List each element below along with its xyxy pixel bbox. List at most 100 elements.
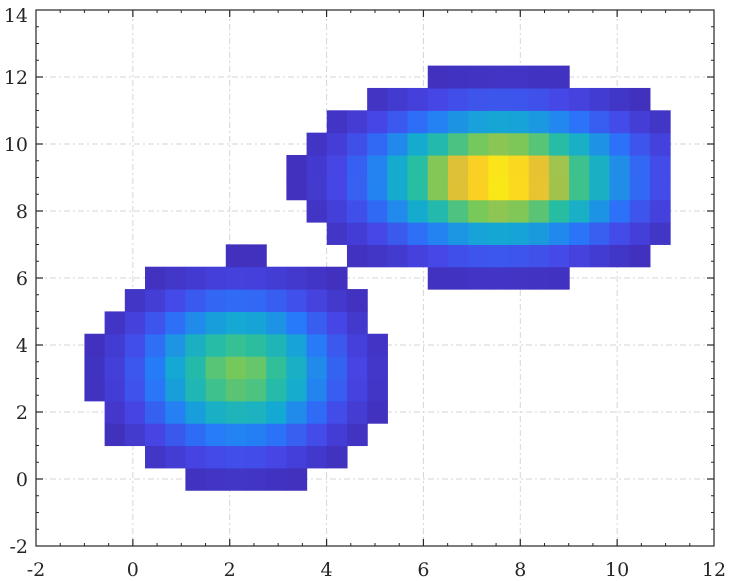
heatmap-cell	[286, 467, 308, 491]
heatmap-cell	[245, 244, 267, 268]
heatmap-cell	[225, 289, 247, 312]
heatmap-cell	[468, 87, 489, 111]
heatmap-cell	[427, 177, 449, 201]
heatmap-cell	[468, 222, 489, 245]
heatmap-cell	[427, 266, 449, 290]
heatmap-cell	[589, 177, 611, 201]
heatmap-cell	[346, 199, 368, 223]
heatmap-cell	[145, 423, 166, 447]
x-tick-label: 8	[514, 559, 526, 581]
y-tick-label: 2	[16, 402, 28, 424]
heatmap-cell	[548, 154, 570, 178]
heatmap-cell	[104, 423, 126, 447]
heatmap-cell	[124, 289, 146, 312]
heatmap-cell	[165, 289, 186, 312]
y-tick-label: 14	[4, 5, 28, 27]
heatmap-cell	[165, 423, 186, 447]
heatmap-cell	[367, 199, 388, 223]
heatmap-cell	[589, 132, 611, 156]
heatmap-cell	[629, 177, 651, 201]
heatmap-cell	[245, 356, 267, 380]
heatmap-cell	[286, 333, 308, 357]
heatmap-cell	[326, 199, 348, 223]
heatmap-cell	[326, 222, 348, 245]
heatmap-cell	[528, 177, 550, 201]
heatmap-cell	[589, 87, 611, 111]
heatmap-cell	[306, 289, 328, 312]
heatmap-cell	[387, 199, 409, 223]
heatmap-cell	[145, 400, 166, 424]
heatmap-cell	[185, 467, 207, 491]
heatmap-cell	[266, 378, 287, 402]
heatmap-cell	[488, 110, 510, 134]
heatmap-cell	[266, 445, 287, 469]
heatmap-cell	[185, 400, 207, 424]
heatmap-cell	[185, 356, 207, 380]
heatmap-cell	[286, 266, 308, 290]
heatmap-cell	[185, 289, 207, 312]
heatmap-cell	[145, 356, 166, 380]
heatmap-cell	[286, 177, 308, 201]
heatmap-cell	[205, 445, 227, 469]
heatmap-cell	[528, 199, 550, 223]
heatmap-cell	[468, 266, 489, 290]
heatmap-cell	[306, 311, 328, 335]
heatmap-cell	[387, 154, 409, 178]
heatmap-cell	[346, 333, 368, 357]
x-tick-label: 2	[224, 559, 236, 581]
heatmap-cell	[326, 110, 348, 134]
heatmap-cell	[346, 222, 368, 245]
heatmap-cell	[205, 333, 227, 357]
heatmap-cell	[528, 154, 550, 178]
heatmap-cell	[407, 87, 429, 111]
heatmap-cell	[286, 423, 308, 447]
heatmap-cell	[306, 445, 328, 469]
heatmap-cell	[145, 378, 166, 402]
heatmap-cell	[205, 266, 227, 290]
heatmap-cell	[367, 110, 388, 134]
heatmap-cell	[609, 222, 631, 245]
heatmap-cell	[488, 87, 510, 111]
heatmap-cell	[225, 445, 247, 469]
heatmap-cell	[367, 356, 388, 380]
heatmap-cell	[548, 177, 570, 201]
heatmap-cell	[468, 244, 489, 268]
heatmap-cell	[225, 311, 247, 335]
heatmap-cell	[245, 423, 267, 447]
heatmap-cell	[165, 333, 186, 357]
x-tick-label: 12	[702, 559, 726, 581]
heatmap-cell	[387, 244, 409, 268]
heatmap-cell	[447, 132, 469, 156]
heatmap-cell	[407, 110, 429, 134]
heatmap-cell	[447, 154, 469, 178]
heatmap-cell	[629, 110, 651, 134]
heatmap-cell	[145, 333, 166, 357]
y-tick-label: 10	[4, 134, 28, 156]
heatmap-cell	[306, 356, 328, 380]
heatmap-cell	[548, 244, 570, 268]
heatmap-cell	[649, 132, 671, 156]
heatmap-cell	[488, 132, 510, 156]
heatmap-cell	[367, 244, 388, 268]
heatmap-cell	[508, 87, 530, 111]
heatmap-cell	[548, 199, 570, 223]
heatmap-cell	[508, 110, 530, 134]
heatmap-cell	[427, 132, 449, 156]
heatmap-cell	[286, 445, 308, 469]
y-tick-label: -2	[9, 536, 28, 558]
heatmap-cell	[286, 356, 308, 380]
heatmap-cell	[508, 199, 530, 223]
heatmap-cell	[589, 244, 611, 268]
heatmap-cell	[447, 244, 469, 268]
heatmap-cell	[225, 378, 247, 402]
heatmap-cell	[145, 266, 166, 290]
heatmap-cell	[649, 154, 671, 178]
heatmap-cell	[185, 266, 207, 290]
heatmap-cell	[629, 87, 651, 111]
heatmap-cell	[468, 199, 489, 223]
heatmap-cell	[427, 199, 449, 223]
heatmap-cell	[548, 222, 570, 245]
heatmap-cell	[225, 266, 247, 290]
heatmap-cell	[346, 154, 368, 178]
heatmap-cell	[548, 65, 570, 89]
